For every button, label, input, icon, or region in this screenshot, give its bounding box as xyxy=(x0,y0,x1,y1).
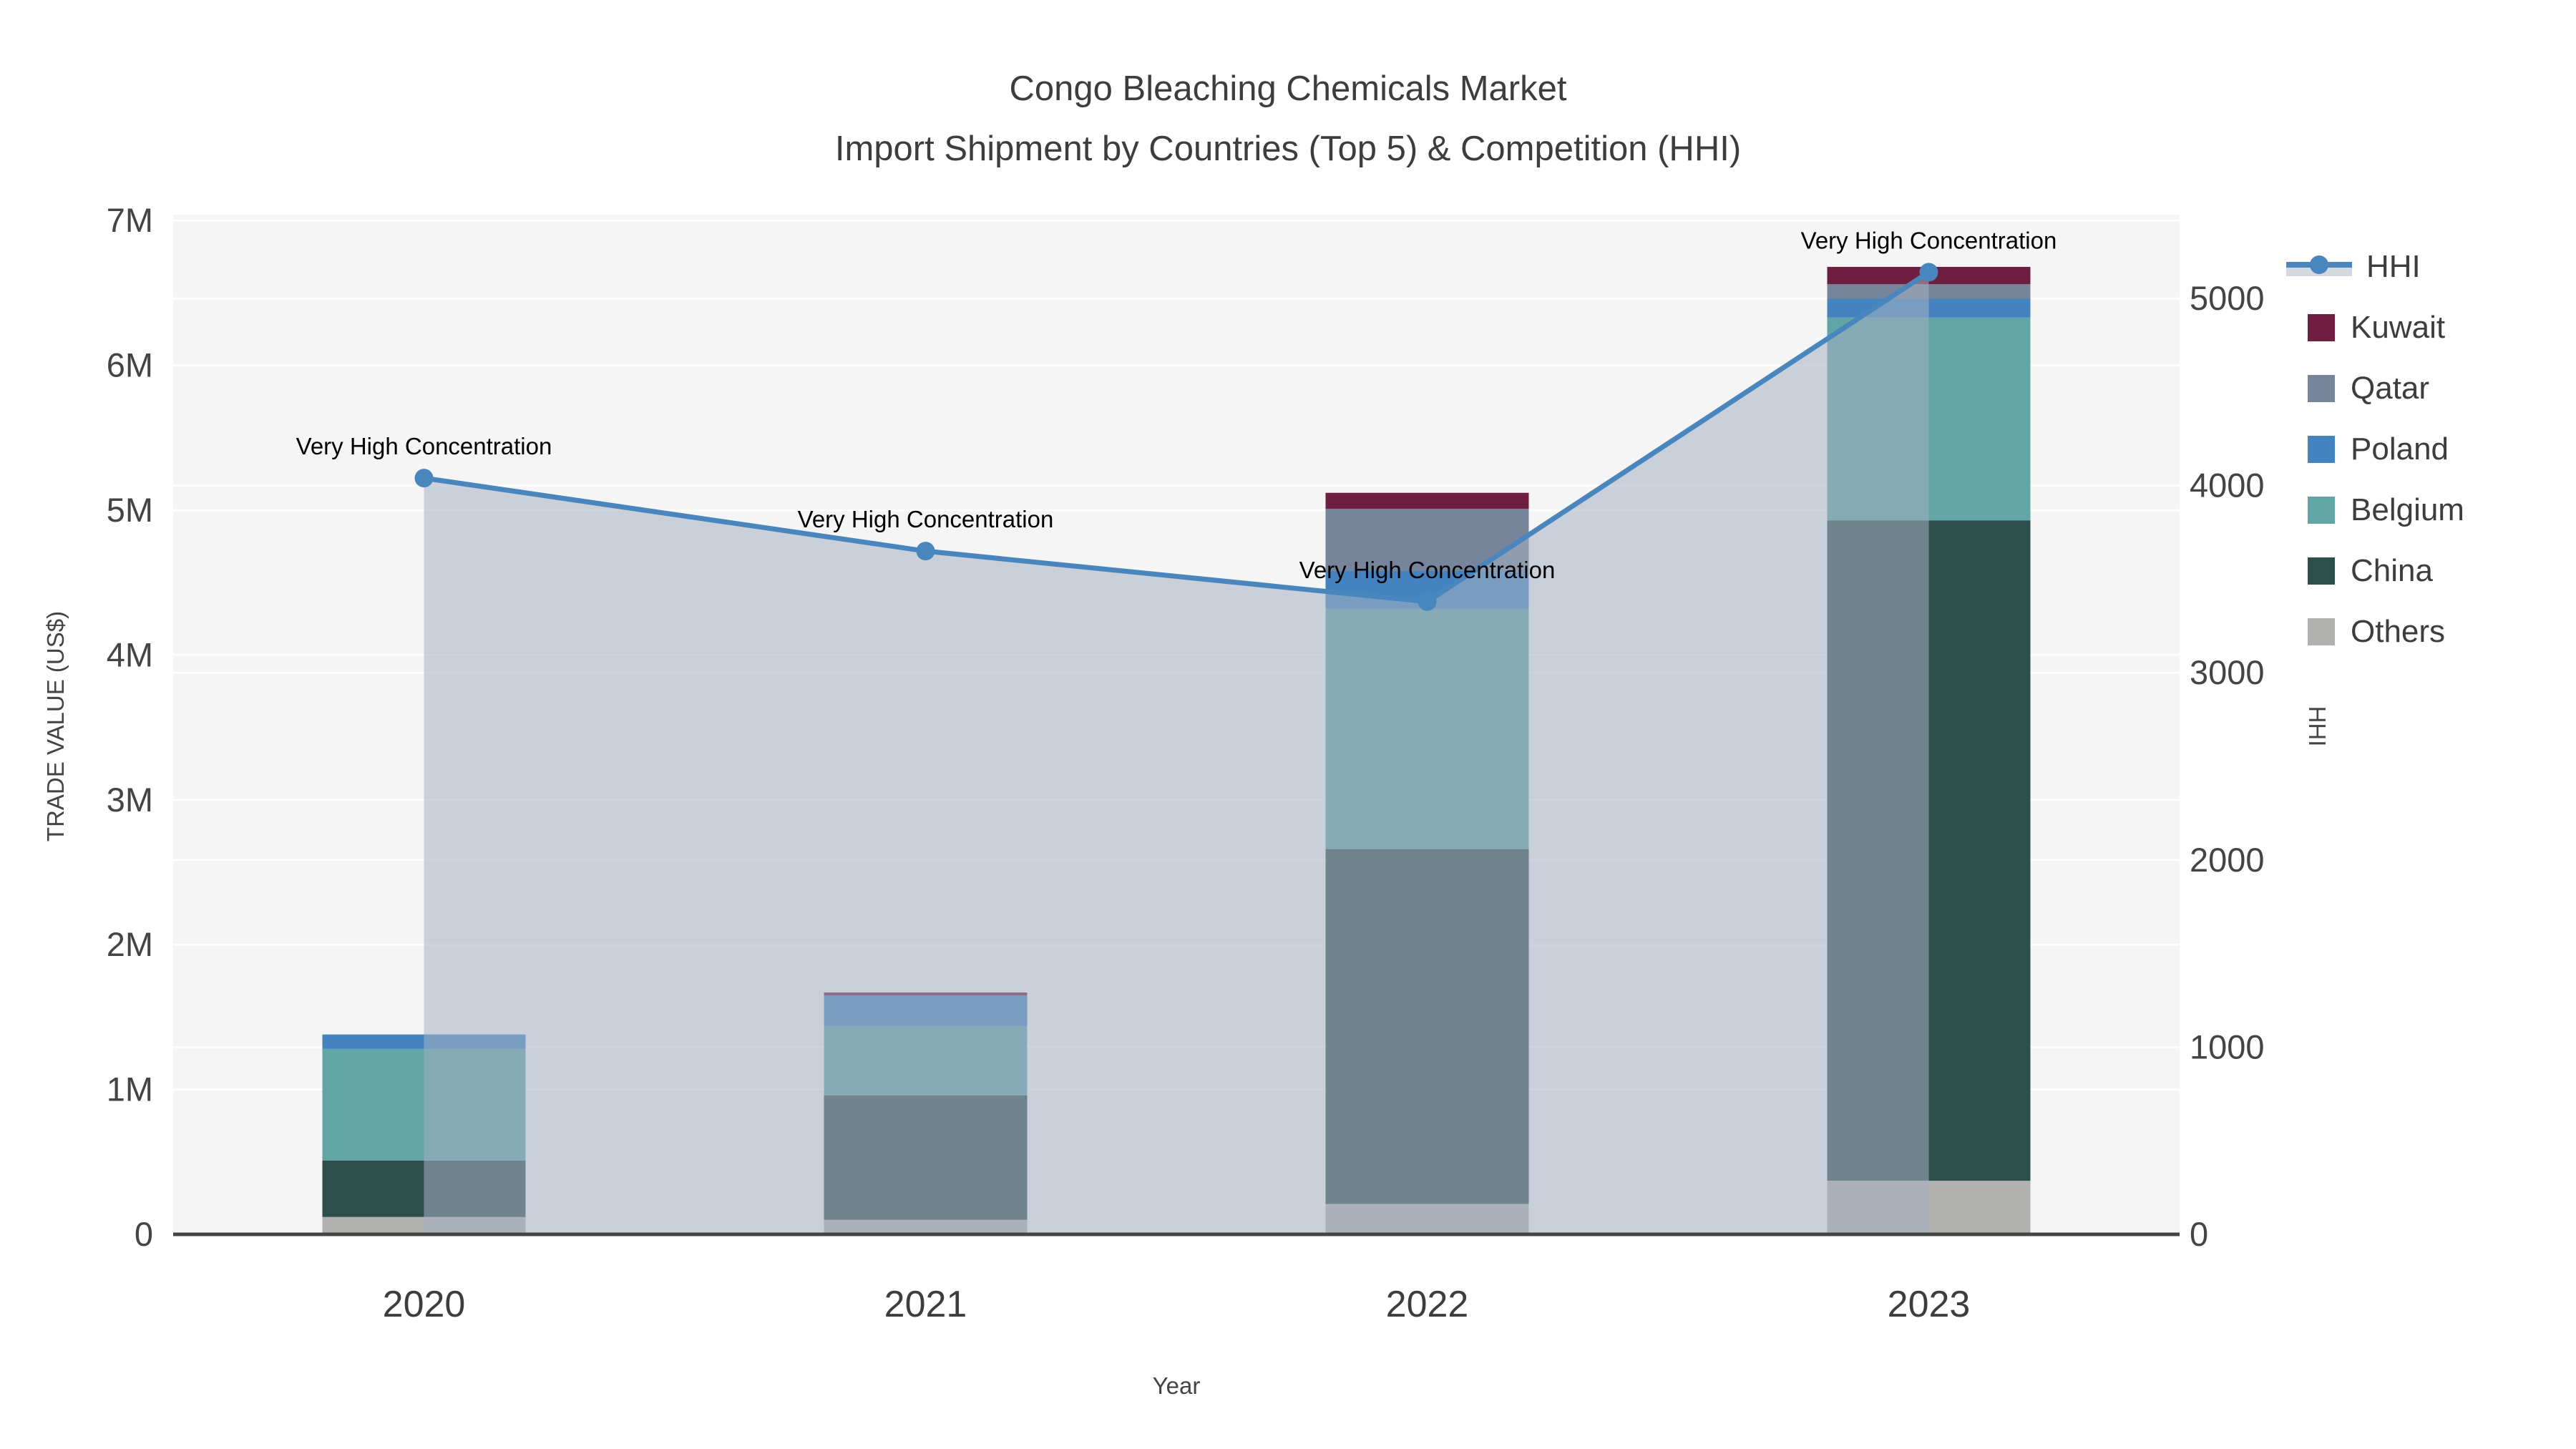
legend-item-qatar[interactable]: Qatar xyxy=(2286,358,2464,419)
right-axis-tick: 2000 xyxy=(2190,841,2265,879)
legend-label: Kuwait xyxy=(2351,309,2446,345)
x-axis-tick-2020: 2020 xyxy=(383,1284,466,1325)
hhi-marker-2020[interactable] xyxy=(414,469,434,488)
right-axis-tick: 5000 xyxy=(2190,279,2265,317)
legend-item-hhi[interactable]: HHI xyxy=(2286,236,2464,297)
left-axis-tick: 6M xyxy=(107,346,153,384)
hhi-marker-2021[interactable] xyxy=(916,542,935,561)
legend-label: HHI xyxy=(2366,248,2421,284)
legend-swatch-icon xyxy=(2308,435,2335,463)
chart-title: Congo Bleaching Chemicals Market xyxy=(1009,69,1567,108)
left-axis-tick: 1M xyxy=(107,1070,153,1108)
legend-label: China xyxy=(2351,552,2433,588)
left-axis-tick: 7M xyxy=(107,201,153,239)
left-axis-tick: 3M xyxy=(107,781,153,819)
legend-line-marker-icon xyxy=(2286,253,2352,280)
annotation-2021: Very High Concentration xyxy=(798,506,1054,532)
legend-swatch-icon xyxy=(2308,374,2335,402)
legend-label: Belgium xyxy=(2351,492,2464,527)
legend-swatch-icon xyxy=(2308,496,2335,524)
x-axis-title: Year xyxy=(1152,1372,1201,1399)
legend-swatch-icon xyxy=(2308,557,2335,585)
right-axis-tick: 1000 xyxy=(2190,1028,2265,1065)
legend-swatch-icon xyxy=(2308,313,2335,341)
legend-swatch-icon xyxy=(2308,618,2335,645)
annotation-2023: Very High Concentration xyxy=(1801,227,2057,253)
right-axis-tick: 4000 xyxy=(2190,467,2265,504)
left-axis-title: TRADE VALUE (US$) xyxy=(42,610,69,842)
hhi-marker-2023[interactable] xyxy=(1919,263,1938,282)
legend: HHI Kuwait Qatar Poland Belgium China Others xyxy=(2286,236,2464,662)
legend-label: Poland xyxy=(2351,431,2449,467)
legend-item-china[interactable]: China xyxy=(2286,540,2464,601)
right-axis-tick: 0 xyxy=(2190,1215,2208,1253)
chart-subtitle: Import Shipment by Countries (Top 5) & C… xyxy=(834,130,1742,168)
hhi-marker-2022[interactable] xyxy=(1418,592,1437,611)
x-axis-tick-2023: 2023 xyxy=(1888,1284,1971,1325)
left-axis-tick: 0 xyxy=(135,1215,153,1253)
annotation-2022: Very High Concentration xyxy=(1299,557,1556,583)
annotation-2020: Very High Concentration xyxy=(296,433,552,459)
right-axis-tick: 3000 xyxy=(2190,653,2265,691)
legend-item-belgium[interactable]: Belgium xyxy=(2286,479,2464,540)
legend-label: Qatar xyxy=(2351,370,2430,406)
legend-item-kuwait[interactable]: Kuwait xyxy=(2286,297,2464,358)
legend-item-others[interactable]: Others xyxy=(2286,601,2464,662)
hhi-line xyxy=(423,270,1931,605)
x-axis-tick-2022: 2022 xyxy=(1386,1284,1469,1325)
left-axis-tick: 5M xyxy=(107,491,153,529)
left-axis-tick: 4M xyxy=(107,635,153,673)
legend-label: Others xyxy=(2351,613,2446,649)
left-axis-tick: 2M xyxy=(107,925,153,963)
right-axis-title: HHI xyxy=(2304,706,2331,747)
hhi-area-fill xyxy=(424,272,1929,1235)
bar-segment-2022-kuwait[interactable] xyxy=(1325,492,1529,509)
legend-item-poland[interactable]: Poland xyxy=(2286,419,2464,479)
x-axis-tick-2021: 2021 xyxy=(884,1284,967,1325)
